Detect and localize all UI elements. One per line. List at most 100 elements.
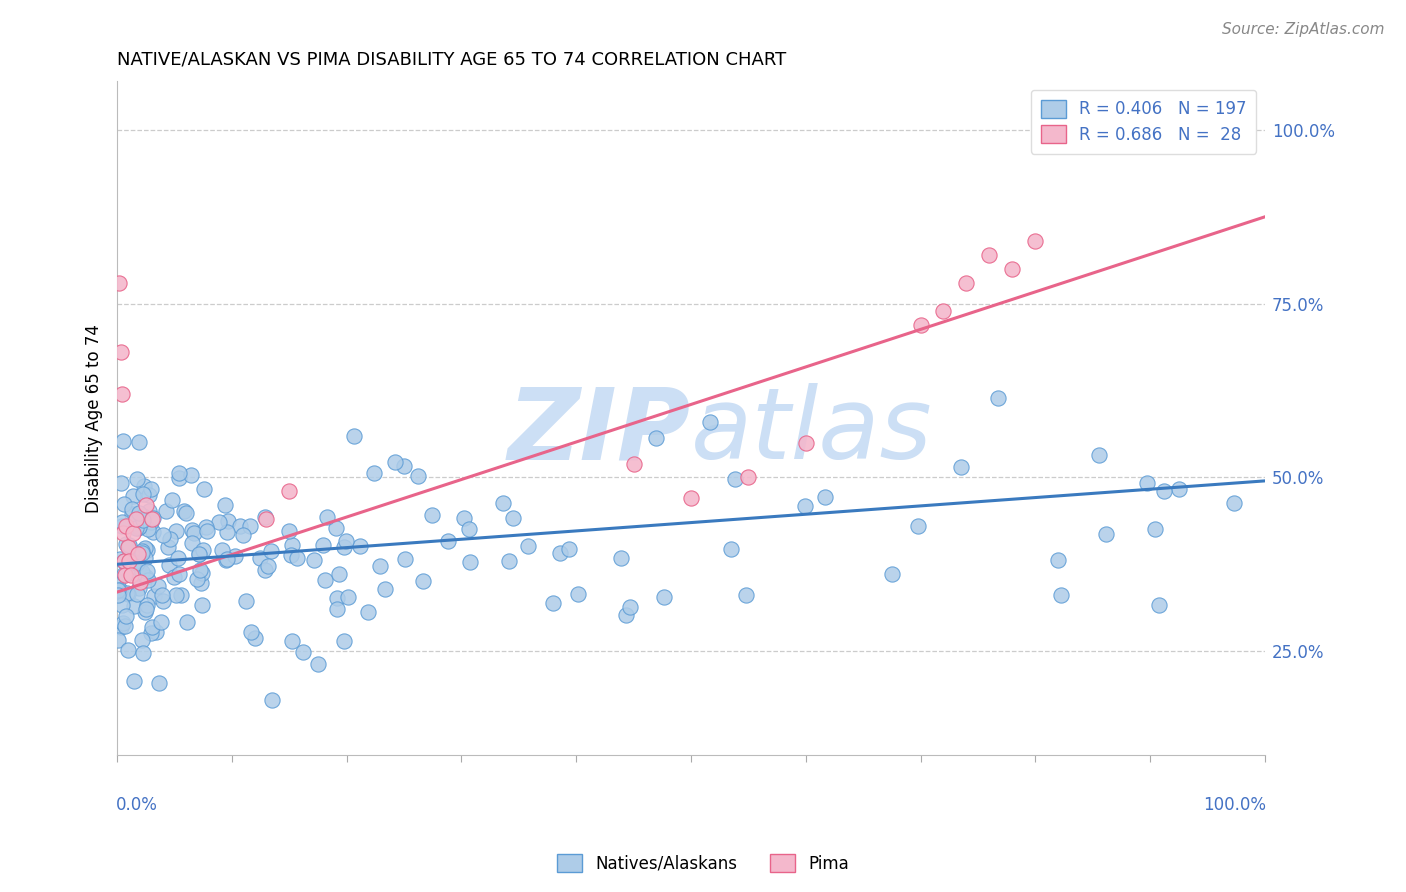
Point — [112, 497, 135, 511]
Point — [285, 551, 308, 566]
Point — [311, 538, 333, 552]
Point — [110, 552, 132, 566]
Point — [159, 532, 181, 546]
Point — [336, 590, 359, 604]
Point — [141, 620, 163, 634]
Point — [125, 557, 148, 571]
Point — [260, 544, 283, 558]
Point — [136, 542, 159, 557]
Legend: R = 0.406   N = 197, R = 0.686   N =  28: R = 0.406 N = 197, R = 0.686 N = 28 — [1031, 90, 1257, 153]
Point — [1024, 234, 1046, 248]
Point — [180, 467, 202, 482]
Point — [326, 602, 349, 616]
Point — [453, 511, 475, 525]
Point — [112, 554, 135, 568]
Point — [156, 540, 179, 554]
Point — [128, 520, 150, 534]
Point — [249, 551, 271, 566]
Point — [142, 590, 165, 604]
Point — [181, 523, 204, 537]
Point — [141, 512, 163, 526]
Point — [343, 428, 366, 442]
Point — [112, 434, 135, 449]
Point — [394, 458, 416, 473]
Point — [118, 554, 141, 568]
Point — [368, 559, 391, 574]
Point — [134, 605, 156, 619]
Point — [127, 561, 149, 575]
Point — [882, 566, 904, 581]
Point — [979, 248, 1001, 262]
Point — [136, 522, 159, 536]
Y-axis label: Disability Age 65 to 74: Disability Age 65 to 74 — [86, 324, 103, 513]
Point — [110, 345, 132, 359]
Point — [436, 533, 458, 548]
Point — [150, 588, 173, 602]
Point — [215, 552, 238, 566]
Point — [121, 507, 143, 521]
Point — [699, 415, 721, 429]
Point — [134, 541, 156, 556]
Point — [122, 599, 145, 614]
Point — [142, 511, 165, 525]
Point — [229, 519, 252, 533]
Point — [541, 596, 564, 610]
Point — [160, 493, 183, 508]
Point — [217, 524, 239, 539]
Point — [422, 508, 444, 522]
Point — [108, 582, 131, 597]
Point — [135, 570, 157, 584]
Point — [110, 620, 132, 634]
Point — [131, 509, 153, 524]
Point — [195, 524, 218, 539]
Point — [131, 565, 153, 579]
Point — [167, 466, 190, 480]
Point — [281, 634, 304, 648]
Point — [135, 602, 157, 616]
Point — [307, 657, 329, 671]
Point — [614, 607, 637, 622]
Point — [122, 555, 145, 569]
Point — [406, 469, 429, 483]
Point — [333, 634, 356, 648]
Point — [122, 526, 145, 541]
Point — [619, 600, 641, 615]
Point — [239, 518, 262, 533]
Point — [138, 504, 160, 518]
Point — [111, 598, 134, 612]
Point — [165, 588, 187, 602]
Point — [141, 626, 163, 640]
Point — [117, 587, 139, 601]
Point — [125, 587, 148, 601]
Point — [138, 488, 160, 502]
Point — [1050, 588, 1073, 602]
Point — [548, 546, 571, 560]
Point — [150, 615, 173, 630]
Point — [111, 526, 134, 541]
Point — [124, 512, 146, 526]
Point — [163, 570, 186, 584]
Point — [723, 472, 745, 486]
Point — [115, 609, 138, 624]
Point — [325, 591, 347, 606]
Point — [1088, 448, 1111, 462]
Point — [145, 625, 167, 640]
Point — [111, 387, 134, 401]
Point — [652, 590, 675, 604]
Point — [260, 692, 283, 706]
Point — [188, 547, 211, 561]
Point — [932, 303, 955, 318]
Point — [502, 511, 524, 525]
Point — [281, 538, 304, 552]
Point — [357, 605, 380, 619]
Point — [498, 554, 520, 568]
Point — [460, 555, 482, 569]
Point — [314, 573, 336, 587]
Point — [114, 567, 136, 582]
Point — [211, 542, 233, 557]
Point — [517, 539, 540, 553]
Point — [363, 467, 385, 481]
Point — [458, 522, 481, 536]
Point — [1144, 522, 1167, 536]
Point — [333, 540, 356, 554]
